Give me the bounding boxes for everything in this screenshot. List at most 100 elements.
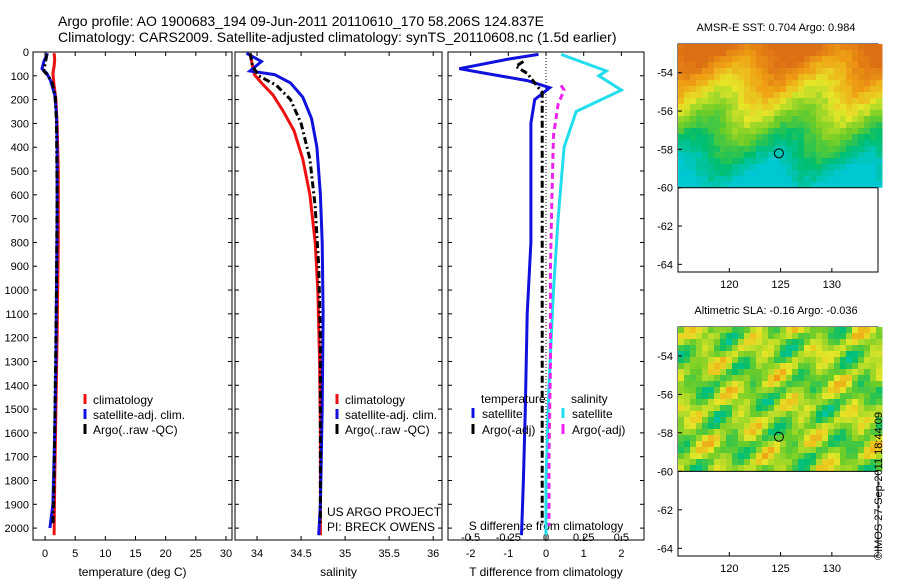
heatmap-cell [768, 411, 775, 418]
heatmap-cell [774, 98, 781, 105]
heatmap-cell [756, 170, 763, 177]
heatmap-cell [858, 357, 865, 364]
heatmap-cell [684, 164, 691, 171]
x-tick-label: 34 [251, 548, 263, 560]
heatmap-cell [804, 399, 811, 406]
heatmap-cell [804, 465, 811, 472]
heatmap-cell [792, 122, 799, 129]
heatmap-cell [732, 351, 739, 358]
heatmap-cell [690, 152, 697, 159]
heatmap-cell [684, 182, 691, 188]
heatmap-cell [876, 44, 883, 51]
heatmap-cell [726, 134, 733, 141]
heatmap-cell [702, 423, 709, 430]
heatmap-cell [834, 429, 841, 436]
heatmap-cell [738, 104, 745, 111]
heatmap-cell [810, 441, 817, 448]
heatmap-cell [696, 44, 703, 51]
heatmap-cell [768, 351, 775, 358]
heatmap-cell [768, 447, 775, 454]
heatmap-cell [840, 86, 847, 93]
heatmap-cell [870, 327, 877, 334]
heatmap-cell [804, 164, 811, 171]
heatmap-cell [834, 68, 841, 75]
heatmap-cell [678, 345, 685, 352]
heatmap-cell [840, 435, 847, 442]
heatmap-cell [690, 375, 697, 382]
y-tick-label: 400 [11, 142, 29, 154]
heatmap-cell [804, 104, 811, 111]
heatmap-cell [708, 68, 715, 75]
heatmap-cell [840, 170, 847, 177]
legend-label: satellite-adj. clim. [345, 408, 437, 422]
y-tick-label: 300 [11, 118, 29, 130]
heatmap-cell [834, 327, 841, 334]
heatmap-cell [702, 50, 709, 57]
heatmap-cell [798, 116, 805, 123]
heatmap-cell [846, 369, 853, 376]
heatmap-cell [702, 62, 709, 69]
heatmap-cell [786, 387, 793, 394]
x-tick-label: 5 [72, 548, 78, 560]
heatmap-cell [738, 327, 745, 334]
heatmap-cell [816, 122, 823, 129]
heatmap-cell [720, 369, 727, 376]
heatmap-cell [834, 381, 841, 388]
heatmap-cell [690, 92, 697, 99]
heatmap-cell [834, 98, 841, 105]
heatmap-cell [792, 164, 799, 171]
heatmap-cell [726, 465, 733, 472]
heatmap-cell [714, 351, 721, 358]
heatmap-cell [870, 417, 877, 424]
heatmap-cell [786, 393, 793, 400]
heatmap-cell [762, 333, 769, 340]
heatmap-cell [858, 104, 865, 111]
heatmap-cell [768, 333, 775, 340]
heatmap-cell [768, 158, 775, 165]
heatmap-cell [756, 411, 763, 418]
heatmap-cell [708, 441, 715, 448]
heatmap-cell [714, 417, 721, 424]
heatmap-cell [786, 429, 793, 436]
heatmap-cell [810, 351, 817, 358]
heatmap-cell [840, 128, 847, 135]
heatmap-cell [762, 369, 769, 376]
heatmap-cell [864, 116, 871, 123]
heatmap-cell [858, 345, 865, 352]
heatmap-cell [870, 62, 877, 69]
heatmap-cell [702, 146, 709, 153]
heatmap-cell [876, 453, 883, 460]
heatmap-cell [792, 92, 799, 99]
heatmap-cell [816, 164, 823, 171]
heatmap-cell [840, 357, 847, 364]
heatmap-cell [840, 68, 847, 75]
heatmap-cell [840, 56, 847, 63]
heatmap-cell [714, 447, 721, 454]
heatmap-cell [768, 164, 775, 171]
heatmap-cell [750, 399, 757, 406]
heatmap-cell [738, 152, 745, 159]
heatmap-cell [726, 417, 733, 424]
heatmap-cell [816, 56, 823, 63]
heatmap-cell [870, 447, 877, 454]
heatmap-cell [876, 345, 883, 352]
x2-tick-label: -0.5 [461, 532, 480, 544]
heatmap-cell [846, 363, 853, 370]
heatmap-cell [864, 381, 871, 388]
heatmap-cell [804, 128, 811, 135]
heatmap-cell [768, 80, 775, 87]
heatmap-cell [864, 465, 871, 472]
heatmap-cell [762, 381, 769, 388]
heatmap-cell [744, 122, 751, 129]
heatmap-cell [822, 447, 829, 454]
heatmap-cell [714, 62, 721, 69]
heatmap-cell [762, 345, 769, 352]
heatmap-cell [870, 128, 877, 135]
y-tick-label: 0 [23, 47, 29, 59]
heatmap-cell [768, 399, 775, 406]
heatmap-cell [822, 375, 829, 382]
heatmap-cell [804, 357, 811, 364]
heatmap-cell [852, 465, 859, 472]
heatmap-cell [708, 140, 715, 147]
heatmap-cell [780, 339, 787, 346]
